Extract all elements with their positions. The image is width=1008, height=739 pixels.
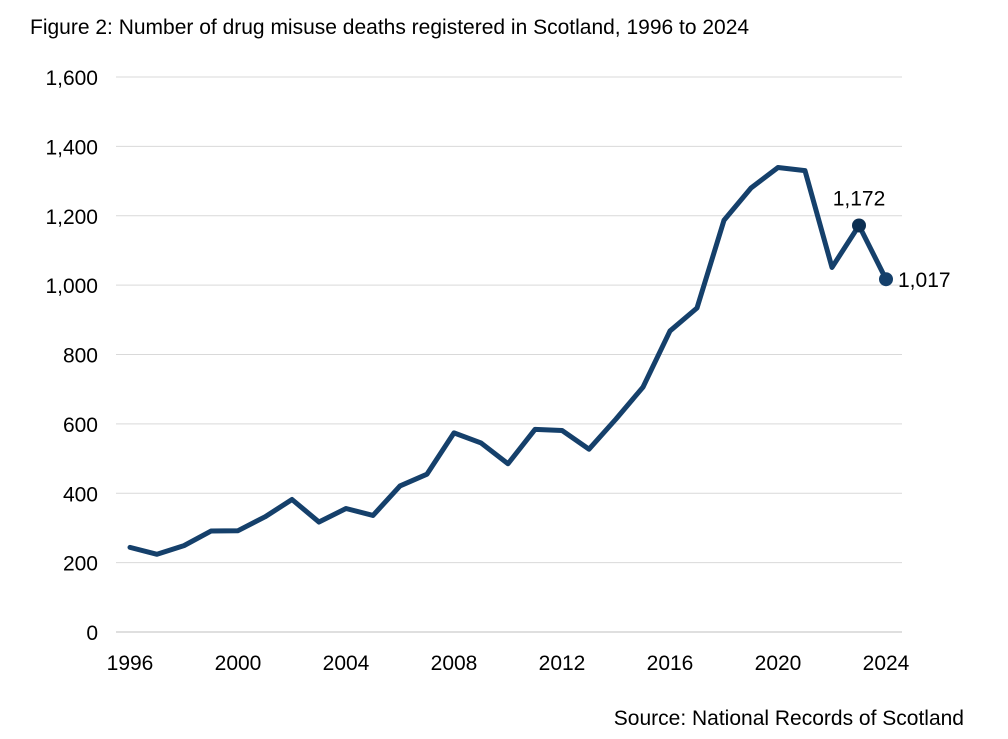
y-tick-label: 200	[63, 553, 98, 576]
x-tick-label: 2008	[431, 652, 478, 675]
x-tick-label: 2016	[647, 652, 694, 675]
y-tick-label: 0	[86, 622, 98, 645]
y-tick-label: 400	[63, 483, 98, 506]
y-tick-label: 600	[63, 414, 98, 437]
x-tick-label: 1996	[107, 652, 154, 675]
x-tick-label: 2020	[755, 652, 802, 675]
x-tick-label: 2012	[539, 652, 586, 675]
data-label: 1,017	[898, 269, 951, 292]
x-tick-label: 2000	[215, 652, 262, 675]
y-tick-label: 1,200	[45, 206, 98, 229]
data-label: 1,172	[833, 187, 886, 210]
y-tick-label: 1,400	[45, 136, 98, 159]
chart-source: Source: National Records of Scotland	[614, 707, 964, 730]
annotation-marker	[879, 272, 893, 287]
y-tick-label: 1,000	[45, 275, 98, 298]
annotation-marker	[852, 218, 866, 233]
chart-title: Figure 2: Number of drug misuse deaths r…	[30, 16, 749, 39]
y-tick-label: 1,600	[45, 67, 98, 90]
x-tick-label: 2004	[323, 652, 370, 675]
x-tick-label: 2024	[863, 652, 910, 675]
y-tick-label: 800	[63, 345, 98, 368]
series-line	[127, 165, 889, 557]
